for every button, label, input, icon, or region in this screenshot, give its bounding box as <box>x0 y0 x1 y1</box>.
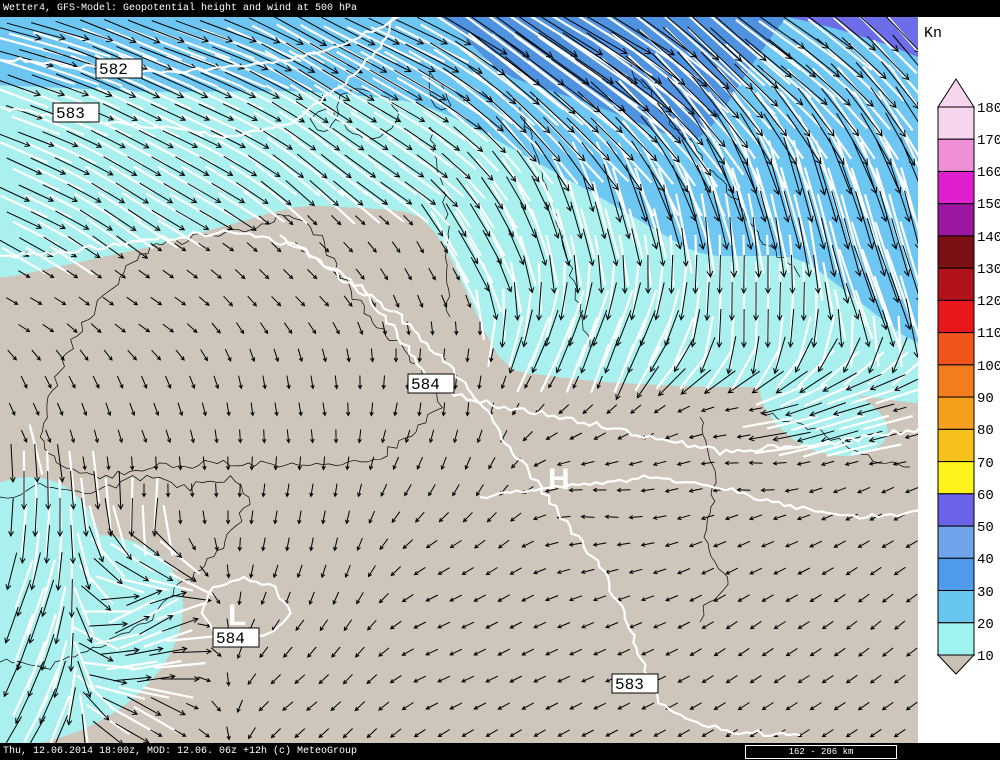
svg-text:30: 30 <box>977 585 994 601</box>
svg-text:584: 584 <box>411 376 440 394</box>
svg-text:583: 583 <box>615 676 644 694</box>
svg-text:L: L <box>228 599 246 632</box>
svg-text:110: 110 <box>977 326 1000 342</box>
svg-text:170: 170 <box>977 133 1000 149</box>
svg-text:180: 180 <box>977 101 1000 117</box>
svg-text:10: 10 <box>977 649 994 665</box>
svg-text:40: 40 <box>977 552 994 568</box>
svg-text:120: 120 <box>977 294 1000 310</box>
svg-text:160: 160 <box>977 165 1000 181</box>
svg-text:130: 130 <box>977 262 1000 278</box>
svg-text:H: H <box>548 463 570 496</box>
svg-text:60: 60 <box>977 488 994 504</box>
svg-text:583: 583 <box>56 105 85 123</box>
svg-text:50: 50 <box>977 520 994 536</box>
svg-text:90: 90 <box>977 391 994 407</box>
svg-text:140: 140 <box>977 230 1000 246</box>
svg-text:150: 150 <box>977 197 1000 213</box>
svg-text:584: 584 <box>216 630 245 648</box>
svg-text:80: 80 <box>977 423 994 439</box>
svg-text:582: 582 <box>99 61 128 79</box>
svg-text:100: 100 <box>977 359 1000 375</box>
svg-text:70: 70 <box>977 456 994 472</box>
svg-text:Kn: Kn <box>924 25 942 42</box>
svg-text:20: 20 <box>977 617 994 633</box>
